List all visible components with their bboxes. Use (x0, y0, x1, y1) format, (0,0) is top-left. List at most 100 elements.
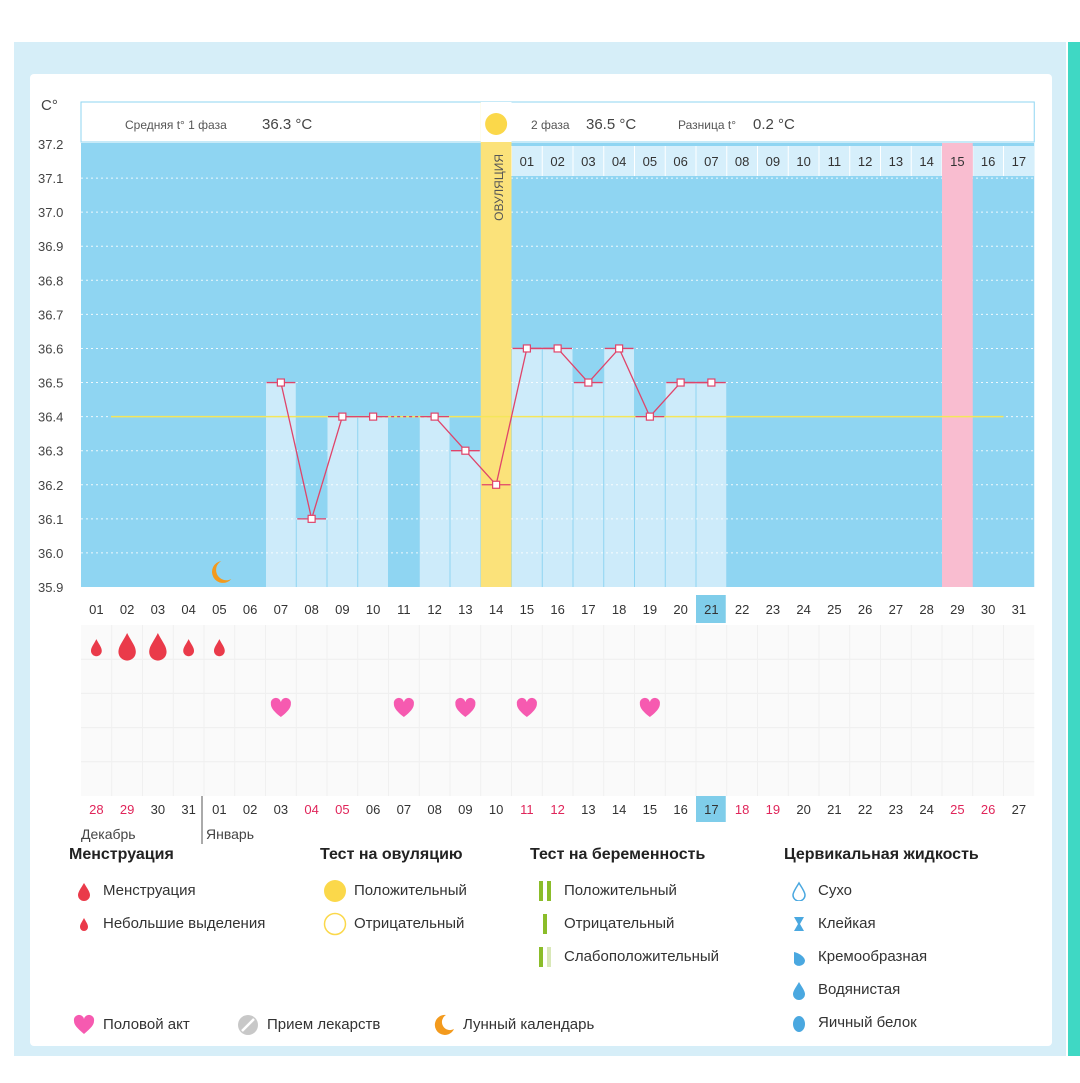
cycle-day-label: 05 (212, 602, 226, 617)
calendar-date-label: 31 (181, 802, 195, 817)
temperature-line-segment (495, 348, 528, 485)
weak-lines-icon (539, 946, 551, 967)
temperature-point (276, 378, 285, 387)
heart-icon (455, 697, 476, 717)
legend-item-menstruation: Менструация (69, 874, 265, 907)
y-tick-label: 36.0 (38, 546, 63, 561)
header-strip (80, 101, 1035, 143)
legend-label: Лунный календарь (463, 1016, 595, 1033)
y-tick-label: 36.7 (38, 307, 63, 322)
blood-drop-icon (90, 639, 102, 657)
cycle-day-label: 14 (489, 602, 503, 617)
one-line-icon (543, 913, 547, 934)
legend-menstruation-title: Менструация (69, 846, 174, 863)
calendar-date-label: 17 (704, 802, 718, 817)
calendar-date-label: 25 (950, 802, 964, 817)
luteal-day-label: 08 (735, 154, 749, 169)
ovulation-column (480, 102, 512, 587)
temperature-line-segment (464, 450, 497, 486)
temperature-point (645, 412, 654, 421)
calendar-date-label: 11 (520, 802, 534, 817)
legend-ovulation-title: Тест на овуляцию (320, 846, 463, 863)
legend-item-pregnancy-weak: Слабоположительный (530, 940, 719, 973)
heart-icon (73, 1014, 95, 1034)
y-tick-label: 36.4 (38, 410, 63, 425)
luteal-day-label: 06 (673, 154, 687, 169)
sun-filled-icon (324, 879, 346, 902)
cycle-day-label: 25 (827, 602, 841, 617)
cycle-day-label: 21 (704, 602, 718, 617)
blood-drop-large-icon (78, 882, 90, 901)
phase1-value: 36.3 °C (262, 116, 312, 133)
y-tick-label: 37.2 (38, 137, 63, 152)
luteal-day-label: 03 (581, 154, 595, 169)
two-lines-icon (539, 880, 551, 901)
legend-label: Отрицательный (354, 915, 465, 932)
drop-filled-icon (793, 981, 805, 1000)
legend-pregnancy-title: Тест на беременность (530, 846, 706, 863)
cycle-day-label: 10 (366, 602, 380, 617)
egg-icon (793, 1015, 805, 1032)
legend-item-pregnancy-positive: Положительный (530, 874, 719, 907)
blood-drop-icon (213, 639, 225, 657)
calendar-date-label: 04 (304, 802, 318, 817)
cycle-day-label: 16 (550, 602, 564, 617)
cycle-day-label: 24 (796, 602, 810, 617)
calendar-date-label: 26 (981, 802, 995, 817)
temperature-line-segment (311, 416, 343, 520)
calendar-date-label: 13 (581, 802, 595, 817)
heart-icon (393, 697, 414, 717)
cycle-day-label: 28 (919, 602, 933, 617)
cycle-day-label: 26 (858, 602, 872, 617)
calendar-date-label: 24 (919, 802, 933, 817)
temperature-line-segment (434, 416, 466, 452)
calendar-date-label: 30 (151, 802, 165, 817)
cycle-day-label: 23 (766, 602, 780, 617)
blood-drop-icon (149, 633, 167, 661)
calendar-date-label: 20 (796, 802, 810, 817)
y-tick-label: 37.0 (38, 205, 63, 220)
legend-label: Водянистая (818, 981, 901, 998)
temperature-bar (512, 348, 542, 587)
bbt-chart-card: 01 02 03 04 05 06 07 08 09 10 11 12 13 14 15 16 17 35.9 36… (30, 74, 1052, 1046)
cycle-day-label: 22 (735, 602, 749, 617)
calendar-date-label: 23 (889, 802, 903, 817)
legend-label: Кремообразная (818, 948, 928, 965)
calendar-date-label: 08 (427, 802, 441, 817)
legend-label: Половой акт (103, 1016, 190, 1033)
luteal-day-label: 17 (1012, 154, 1026, 169)
phase1-label: Средняя t° 1 фаза (125, 118, 227, 132)
legend-item-ovulation-positive: Положительный (320, 874, 467, 907)
cycle-day-label: 20 (673, 602, 687, 617)
calendar-date-label: 09 (458, 802, 472, 817)
legend-label: Слабоположительный (564, 948, 720, 965)
heart-icon (270, 697, 291, 717)
drop-outline-icon (792, 881, 806, 901)
temperature-line-segment (618, 348, 651, 417)
temperature-bar (604, 348, 634, 587)
luteal-day-label: 01 (520, 154, 534, 169)
calendar-date-label: 07 (397, 802, 411, 817)
calendar-date-label: 05 (335, 802, 349, 817)
legend-label: Отрицательный (564, 915, 675, 932)
temperature-point (584, 378, 593, 387)
moon-icon (434, 1014, 454, 1035)
legend-pregnancy-test: Тест на беременность Положительный Отриц… (530, 846, 719, 973)
temperature-line-segment (557, 348, 589, 383)
pill-icon (238, 1014, 258, 1035)
legend-label: Менструация (103, 882, 196, 899)
y-tick-label: 36.6 (38, 341, 63, 356)
cycle-day-label: 27 (889, 602, 903, 617)
legend-item-ovulation-negative: Отрицательный (320, 907, 467, 940)
luteal-day-label: 12 (858, 154, 872, 169)
calendar-date-label: 10 (489, 802, 503, 817)
calendar-date-label: 16 (673, 802, 687, 817)
calendar-date-label: 06 (366, 802, 380, 817)
cycle-day-label: 08 (304, 602, 318, 617)
temperature-point (338, 412, 347, 421)
cycle-day-label: 09 (335, 602, 349, 617)
month-next-label: Январь (206, 826, 254, 842)
calendar-date-label: 15 (643, 802, 657, 817)
calendar-date-label: 19 (766, 802, 780, 817)
half-drop-icon (794, 951, 805, 966)
